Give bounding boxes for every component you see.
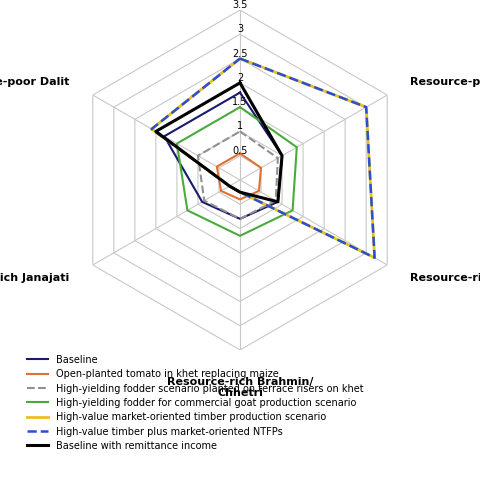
Text: Resource-rich Brahmin/
Chhetri: Resource-rich Brahmin/ Chhetri [167,376,313,398]
Text: Resource-rich Janajati: Resource-rich Janajati [0,274,70,283]
Text: Resource-poor Dalit: Resource-poor Dalit [0,76,70,86]
Text: Resource-rich mix caste: Resource-rich mix caste [410,274,480,283]
Text: 3: 3 [237,24,243,34]
Text: 2: 2 [237,73,243,83]
Text: 2.5: 2.5 [232,48,248,58]
Text: 1.5: 1.5 [232,97,248,107]
Text: 3.5: 3.5 [232,0,248,10]
Text: 1: 1 [237,122,243,132]
Legend: Baseline, Open-planted tomato in khet replacing maize, High-yielding fodder scen: Baseline, Open-planted tomato in khet re… [24,352,366,454]
Text: Resource-poor Janajati: Resource-poor Janajati [410,76,480,86]
Text: 0.5: 0.5 [232,146,248,156]
